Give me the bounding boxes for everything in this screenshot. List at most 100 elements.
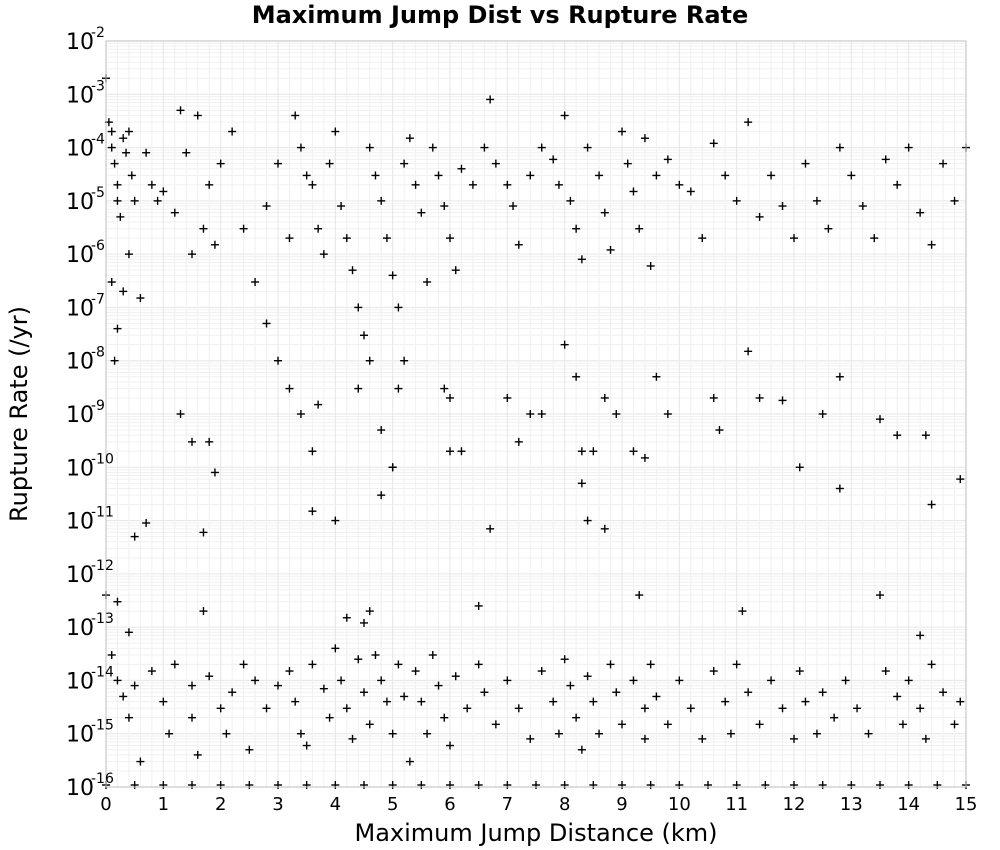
data-point — [646, 781, 655, 789]
data-point — [193, 750, 202, 759]
y-tick-exponent: -5 — [91, 185, 105, 201]
data-point — [113, 324, 122, 333]
data-point — [600, 524, 609, 533]
data-point — [474, 601, 483, 610]
data-point — [755, 212, 764, 221]
data-point — [216, 781, 225, 789]
data-point — [285, 667, 294, 676]
data-point — [325, 713, 334, 722]
data-points — [102, 74, 970, 789]
data-point — [354, 655, 363, 664]
data-point — [577, 255, 586, 264]
data-point — [583, 516, 592, 525]
data-point — [216, 159, 225, 168]
data-point — [274, 356, 282, 365]
data-point — [423, 278, 432, 287]
data-point — [228, 127, 237, 136]
data-point — [127, 171, 136, 180]
data-point — [440, 202, 449, 211]
data-point — [188, 681, 196, 690]
data-point — [600, 393, 609, 402]
data-point — [870, 234, 879, 243]
data-point — [864, 729, 873, 738]
data-point — [119, 134, 128, 143]
data-point — [572, 224, 581, 233]
data-point — [509, 202, 518, 211]
data-point — [549, 155, 558, 164]
data-point — [348, 734, 357, 743]
data-point — [446, 741, 454, 750]
data-point — [308, 447, 317, 456]
data-point — [417, 208, 426, 217]
data-point — [589, 447, 598, 456]
data-point — [549, 697, 558, 706]
data-point — [308, 660, 317, 669]
data-point — [113, 196, 122, 205]
x-tick-label: 12 — [783, 794, 806, 815]
data-point — [767, 676, 776, 685]
data-point — [170, 660, 179, 669]
data-point — [618, 127, 626, 136]
y-tick-labels: 10-1610-1510-1410-1310-1210-1110-1010-91… — [66, 25, 114, 801]
data-point — [618, 720, 626, 729]
data-point — [554, 180, 563, 189]
x-tick-label: 4 — [330, 794, 341, 815]
data-point — [205, 672, 214, 681]
data-point — [893, 692, 902, 701]
data-point — [331, 127, 340, 136]
data-point — [428, 651, 437, 660]
data-point — [107, 127, 116, 136]
data-point — [812, 196, 821, 205]
data-point — [514, 437, 523, 446]
data-point — [124, 628, 133, 637]
data-point — [572, 372, 581, 381]
data-point — [147, 667, 156, 676]
data-point — [302, 741, 311, 750]
data-point — [698, 734, 707, 743]
data-point — [921, 431, 930, 440]
y-tick-label: 10-9 — [66, 398, 105, 428]
data-point — [107, 278, 116, 287]
y-tick-exponent: -9 — [91, 398, 105, 414]
data-point — [532, 781, 540, 789]
data-point — [778, 202, 787, 211]
data-point — [921, 734, 930, 743]
data-point — [858, 202, 867, 211]
data-point — [239, 660, 248, 669]
y-tick-base: 10 — [66, 776, 94, 801]
y-axis-label: Rupture Rate (/yr) — [5, 306, 33, 522]
data-point — [348, 266, 357, 275]
data-point — [360, 331, 368, 340]
data-point — [612, 410, 621, 418]
data-point — [646, 660, 655, 669]
data-point — [554, 729, 563, 738]
data-point — [652, 372, 661, 381]
data-point — [916, 208, 925, 217]
data-point — [830, 713, 839, 722]
data-point — [360, 781, 368, 789]
y-tick-exponent: -14 — [91, 664, 114, 680]
data-point — [400, 692, 409, 701]
data-point — [365, 720, 374, 729]
y-tick-label: 10-5 — [66, 185, 105, 215]
data-point — [245, 781, 254, 789]
data-point — [577, 447, 586, 456]
data-point — [486, 524, 495, 533]
data-point — [595, 729, 604, 738]
data-point — [474, 660, 483, 669]
data-point — [342, 234, 351, 243]
data-point — [199, 607, 208, 616]
data-point — [503, 781, 512, 789]
x-tick-labels: 0 1 2 3 4 5 6 7 8 9 10 11 12 13 14 15 — [100, 794, 977, 815]
y-tick-base: 10 — [66, 563, 94, 588]
data-point — [285, 234, 294, 243]
data-point — [939, 688, 948, 697]
data-point — [881, 155, 890, 164]
data-point — [124, 250, 133, 259]
data-point — [354, 303, 363, 312]
data-point — [451, 672, 460, 681]
y-tick-label: 10-6 — [66, 238, 105, 268]
data-point — [503, 676, 512, 685]
data-point — [122, 148, 131, 157]
data-point — [199, 224, 208, 233]
